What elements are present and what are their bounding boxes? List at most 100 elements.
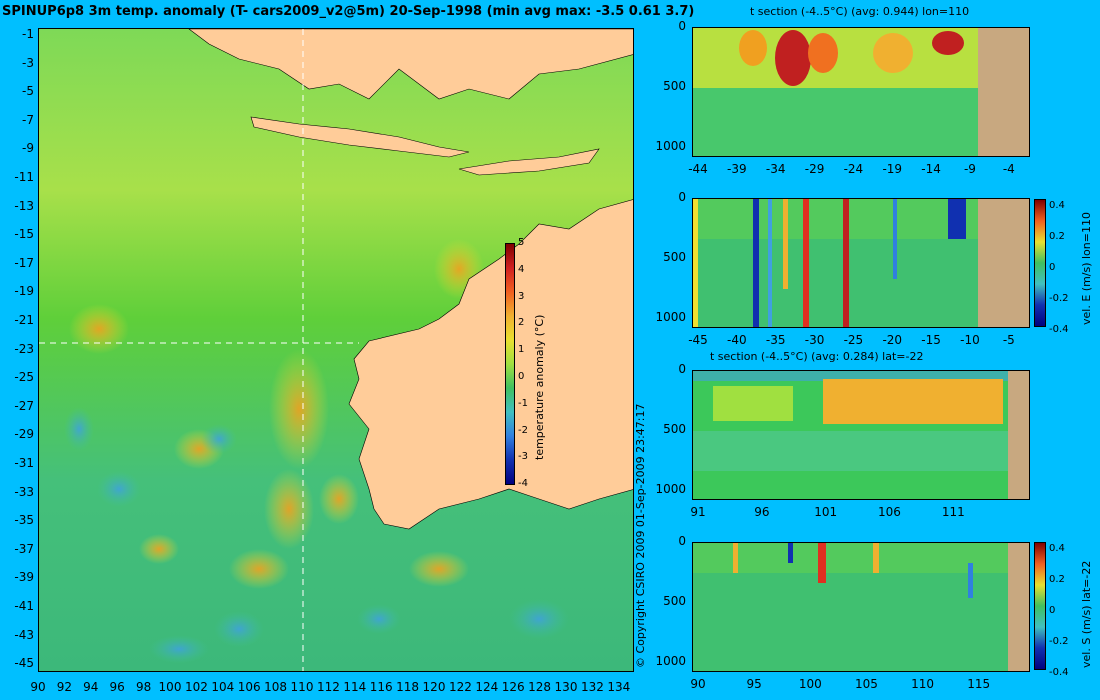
x-tick-label: 90: [690, 677, 706, 691]
x-tick-label: -35: [765, 333, 786, 347]
depth-tick-label: 0: [678, 534, 686, 548]
x-tick-label: 115: [967, 677, 991, 691]
depth-tick-label: 1000: [655, 654, 686, 668]
land-indonesia-north: [188, 29, 633, 100]
x-tick-label: -9: [963, 162, 976, 176]
colorbar-tick-label: -4: [518, 478, 528, 490]
lon-tick-label: 106: [237, 680, 261, 694]
lat-tick-label: -29: [14, 427, 34, 442]
lon-tick-label: 100: [158, 680, 182, 694]
x-tick-label: 96: [754, 505, 770, 519]
lon-tick-label: 98: [135, 680, 152, 694]
panel4-colorbar-label: vel. S (m/s) lat=-22: [1080, 560, 1093, 668]
x-tick-label: -24: [843, 162, 864, 176]
lat-tick-label: -19: [14, 284, 34, 299]
lon-tick-label: 104: [211, 680, 235, 694]
x-tick-label: -30: [804, 333, 825, 347]
lat-tick-label: -17: [14, 255, 34, 270]
lat-tick-label: -33: [14, 484, 34, 499]
lon-tick-label: 132: [580, 680, 604, 694]
panel3-title: t section (-4..5°C) (avg: 0.284) lat=-22: [710, 350, 924, 363]
colorbar-tick-label: 2: [518, 317, 525, 329]
lat-tick-label: -21: [14, 313, 34, 327]
lat-tick-label: -35: [14, 513, 34, 528]
x-tick-label: -5: [1002, 333, 1015, 347]
lon-tick-label: 118: [396, 680, 420, 694]
x-tick-label: -14: [921, 162, 941, 176]
lon-tick-label: 120: [422, 680, 446, 694]
x-tick-label: -40: [727, 333, 747, 347]
x-tick-label: -19: [882, 162, 903, 176]
lat-tick-label: -15: [14, 227, 34, 242]
lon-tick-label: 94: [83, 680, 99, 694]
copyright-notice: © Copyright CSIRO 2009 01-Sep-2009 23:47…: [634, 403, 647, 669]
colorbar-tick-label: 5: [518, 237, 525, 248]
colorbar-tick-label: 0: [518, 371, 525, 382]
x-tick-label: -34: [765, 162, 786, 176]
colorbar-tick-label: 0.2: [1049, 231, 1065, 242]
x-tick-label: -39: [727, 162, 747, 176]
colorbar-tick-label: -2: [518, 424, 528, 436]
x-tick-label: -20: [882, 333, 903, 347]
panel4-canvas: [693, 543, 1029, 671]
lon-tick-label: 110: [290, 680, 314, 694]
x-tick-label: 110: [911, 677, 934, 691]
lat-tick-label: -25: [14, 370, 34, 385]
lon-tick-label: 102: [184, 680, 208, 694]
lon-tick-label: 124: [475, 680, 499, 694]
colorbar-tick-label: 4: [518, 263, 525, 275]
colorbar-tick-label: -0.2: [1049, 293, 1069, 304]
lon-tick-label: 126: [501, 680, 525, 694]
panel1-lon-section[interactable]: [692, 27, 1030, 157]
colorbar-tick-label: -0.4: [1049, 324, 1069, 335]
x-tick-label: -44: [688, 162, 708, 176]
x-tick-label: 91: [690, 505, 706, 519]
depth-tick-label: 1000: [655, 482, 686, 496]
panel4-vel-s-section[interactable]: [692, 542, 1030, 672]
lat-tick-label: -3: [22, 55, 34, 70]
lat-tick-label: -43: [14, 627, 34, 642]
lat-tick-label: -1: [22, 27, 34, 41]
lon-tick-label: 90: [30, 680, 46, 694]
lon-tick-label: 114: [343, 680, 367, 694]
x-tick-label: -15: [921, 333, 941, 347]
panel2-canvas: [693, 199, 1029, 327]
colorbar-tick-label: 0.4: [1049, 200, 1065, 211]
x-tick-label: 100: [798, 677, 822, 691]
lon-tick-label: 134: [607, 680, 631, 694]
depth-tick-label: 0: [678, 362, 686, 376]
panel4-colorbar: [1034, 542, 1046, 670]
depth-tick-label: 0: [678, 190, 686, 204]
panel2-vel-e-section[interactable]: [692, 198, 1030, 328]
lat-tick-label: -11: [14, 170, 34, 184]
lon-tick-label: 96: [109, 680, 125, 694]
lat-tick-label: -39: [14, 570, 34, 585]
x-tick-label: -29: [804, 162, 825, 176]
depth-tick-label: 500: [663, 594, 686, 608]
lat-tick-label: -31: [14, 456, 34, 470]
depth-tick-label: 500: [663, 422, 686, 436]
map-colorbar-label: temperature anomaly (°C): [533, 314, 546, 460]
depth-tick-label: 500: [663, 250, 686, 264]
x-tick-label: 95: [746, 677, 762, 691]
temperature-anomaly-map[interactable]: [38, 28, 634, 672]
land-nusa-tenggara: [458, 148, 600, 176]
x-tick-label: 111: [941, 505, 965, 519]
panel2-colorbar: [1034, 199, 1046, 327]
colorbar-tick-label: -0.4: [1049, 667, 1069, 678]
panel1-canvas: [693, 28, 1029, 156]
x-tick-label: -25: [843, 333, 864, 347]
panel1-title: t section (-4..5°C) (avg: 0.944) lon=110: [750, 5, 970, 18]
map-canvas: [39, 29, 633, 671]
colorbar-tick-label: 0.2: [1049, 574, 1065, 585]
colorbar-tick-label: -0.2: [1049, 636, 1069, 647]
depth-tick-label: 1000: [655, 139, 686, 153]
lat-tick-label: -7: [22, 112, 34, 127]
colorbar-tick-label: -3: [518, 451, 528, 463]
lat-tick-label: -23: [14, 341, 34, 356]
colorbar-tick-label: 0: [1049, 262, 1056, 273]
lat-tick-label: -9: [22, 141, 34, 156]
lat-tick-label: -27: [14, 398, 34, 413]
map-colorbar: [505, 243, 515, 485]
panel3-lat-section[interactable]: [692, 370, 1030, 500]
